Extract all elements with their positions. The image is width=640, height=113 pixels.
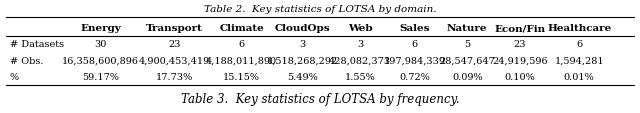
Text: 23: 23: [514, 40, 526, 49]
Text: 5: 5: [464, 40, 470, 49]
Text: Healthcare: Healthcare: [547, 24, 611, 33]
Text: 59.17%: 59.17%: [83, 72, 119, 81]
Text: 6: 6: [412, 40, 417, 49]
Text: Web: Web: [348, 24, 372, 33]
Text: CloudOps: CloudOps: [275, 24, 330, 33]
Text: 6: 6: [576, 40, 582, 49]
Text: Econ/Fin: Econ/Fin: [495, 24, 545, 33]
Text: 0.10%: 0.10%: [504, 72, 536, 81]
Text: 6: 6: [239, 40, 244, 49]
Text: 0.01%: 0.01%: [564, 72, 595, 81]
Text: 5.49%: 5.49%: [287, 72, 318, 81]
Text: 16,358,600,896: 16,358,600,896: [62, 56, 140, 65]
Text: 23: 23: [168, 40, 180, 49]
Text: Table 3.  Key statistics of LOTSA by frequency.: Table 3. Key statistics of LOTSA by freq…: [180, 92, 460, 105]
Text: 1.55%: 1.55%: [344, 72, 376, 81]
Text: 0.09%: 0.09%: [452, 72, 483, 81]
Text: 17.73%: 17.73%: [156, 72, 193, 81]
Text: 1,594,281: 1,594,281: [554, 56, 604, 65]
Text: Sales: Sales: [399, 24, 429, 33]
Text: 1,518,268,292: 1,518,268,292: [267, 56, 338, 65]
Text: 24,919,596: 24,919,596: [492, 56, 548, 65]
Text: 4,900,453,419: 4,900,453,419: [139, 56, 210, 65]
Text: # Obs.: # Obs.: [10, 56, 43, 65]
Text: 428,082,373: 428,082,373: [329, 56, 391, 65]
Text: 197,984,339: 197,984,339: [383, 56, 445, 65]
Text: 0.72%: 0.72%: [399, 72, 430, 81]
Text: 4,188,011,890: 4,188,011,890: [206, 56, 277, 65]
Text: %: %: [10, 72, 19, 81]
Text: Energy: Energy: [81, 24, 121, 33]
Text: 15.15%: 15.15%: [223, 72, 260, 81]
Text: # Datasets: # Datasets: [10, 40, 64, 49]
Text: 28,547,647: 28,547,647: [439, 56, 495, 65]
Text: 3: 3: [357, 40, 363, 49]
Text: 3: 3: [300, 40, 305, 49]
Text: Nature: Nature: [447, 24, 488, 33]
Text: 30: 30: [95, 40, 107, 49]
Text: Transport: Transport: [146, 24, 203, 33]
Text: Table 2.  Key statistics of LOTSA by domain.: Table 2. Key statistics of LOTSA by doma…: [204, 5, 436, 13]
Text: Climate: Climate: [220, 24, 264, 33]
